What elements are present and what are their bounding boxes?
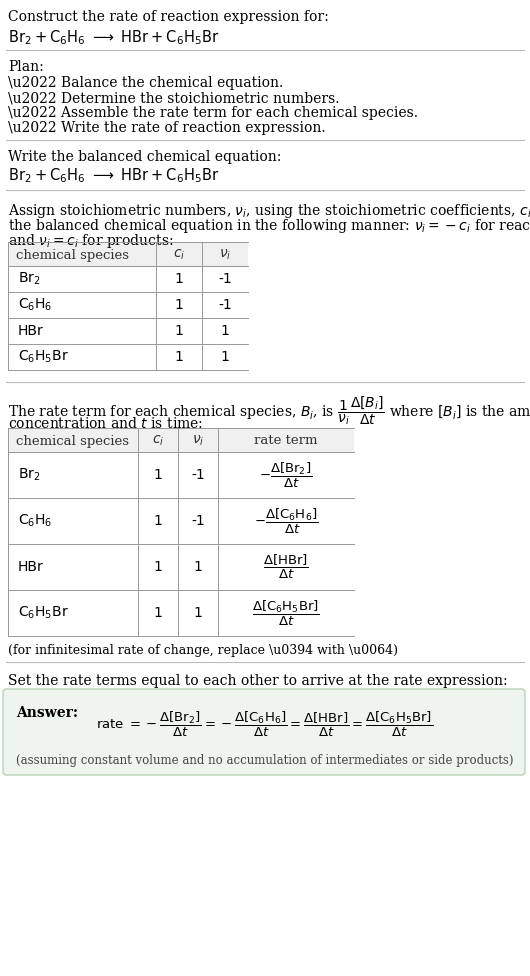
Text: rate $= -\dfrac{\Delta[\mathrm{Br_2}]}{\Delta t} = -\dfrac{\Delta[\mathrm{C_6H_6: rate $= -\dfrac{\Delta[\mathrm{Br_2}]}{\… [96,710,434,739]
Text: $\mathrm{C_6H_6}$: $\mathrm{C_6H_6}$ [18,297,52,313]
Text: -1: -1 [191,468,205,482]
FancyBboxPatch shape [3,689,525,775]
Text: and $\nu_i = c_i$ for products:: and $\nu_i = c_i$ for products: [8,232,173,250]
Text: 1: 1 [220,350,229,364]
Text: 1: 1 [154,560,162,574]
Text: $c_i$: $c_i$ [173,248,185,263]
Text: $\nu_i$: $\nu_i$ [192,433,204,448]
Text: \u2022 Determine the stoichiometric numbers.: \u2022 Determine the stoichiometric numb… [8,91,340,105]
Text: $-\dfrac{\Delta[\mathrm{Br_2}]}{\Delta t}$: $-\dfrac{\Delta[\mathrm{Br_2}]}{\Delta t… [259,461,313,490]
Text: \u2022 Assemble the rate term for each chemical species.: \u2022 Assemble the rate term for each c… [8,106,418,120]
Text: $\dfrac{\Delta[\mathrm{C_6H_5Br}]}{\Delta t}$: $\dfrac{\Delta[\mathrm{C_6H_5Br}]}{\Delt… [252,598,320,628]
Text: $\nu_i$: $\nu_i$ [219,248,231,263]
Text: chemical species: chemical species [16,434,129,448]
Text: HBr: HBr [18,560,44,574]
Text: rate term: rate term [254,434,318,448]
Text: 1: 1 [193,560,202,574]
Text: concentration and $t$ is time:: concentration and $t$ is time: [8,416,203,431]
Text: 1: 1 [174,298,183,312]
Text: Assign stoichiometric numbers, $\nu_i$, using the stoichiometric coefficients, $: Assign stoichiometric numbers, $\nu_i$, … [8,202,530,220]
Text: -1: -1 [218,272,232,286]
Text: 1: 1 [174,350,183,364]
Text: 1: 1 [174,272,183,286]
Text: $\mathrm{C_6H_5Br}$: $\mathrm{C_6H_5Br}$ [18,605,69,621]
Text: The rate term for each chemical species, $B_i$, is $\dfrac{1}{\nu_i}\dfrac{\Delt: The rate term for each chemical species,… [8,394,530,427]
Text: $-\dfrac{\Delta[\mathrm{C_6H_6}]}{\Delta t}$: $-\dfrac{\Delta[\mathrm{C_6H_6}]}{\Delta… [254,507,318,536]
Text: 1: 1 [193,606,202,620]
Text: chemical species: chemical species [16,249,129,262]
Text: $\mathrm{C_6H_5Br}$: $\mathrm{C_6H_5Br}$ [18,348,69,365]
Text: (for infinitesimal rate of change, replace \u0394 with \u0064): (for infinitesimal rate of change, repla… [8,644,398,657]
Text: Set the rate terms equal to each other to arrive at the rate expression:: Set the rate terms equal to each other t… [8,674,508,688]
Text: Construct the rate of reaction expression for:: Construct the rate of reaction expressio… [8,10,329,24]
Text: $\mathrm{C_6H_6}$: $\mathrm{C_6H_6}$ [18,512,52,529]
Text: 1: 1 [220,324,229,338]
Text: 1: 1 [174,324,183,338]
Bar [8,242,248,266]
Text: $\mathrm{Br_2}$: $\mathrm{Br_2}$ [18,467,41,483]
Text: $\dfrac{\Delta[\mathrm{HBr}]}{\Delta t}$: $\dfrac{\Delta[\mathrm{HBr}]}{\Delta t}$ [263,553,309,581]
Text: (assuming constant volume and no accumulation of intermediates or side products): (assuming constant volume and no accumul… [16,754,514,767]
Text: the balanced chemical equation in the following manner: $\nu_i = -c_i$ for react: the balanced chemical equation in the fo… [8,217,530,235]
Text: $\mathrm{Br_2 + C_6H_6 \ \longrightarrow \ HBr + C_6H_5Br}$: $\mathrm{Br_2 + C_6H_6 \ \longrightarrow… [8,166,219,184]
Text: 1: 1 [154,468,162,482]
Text: 1: 1 [154,606,162,620]
Bar [8,428,354,452]
Text: \u2022 Balance the chemical equation.: \u2022 Balance the chemical equation. [8,76,283,90]
Text: -1: -1 [218,298,232,312]
Text: -1: -1 [191,514,205,528]
Text: $\mathrm{Br_2 + C_6H_6 \ \longrightarrow \ HBr + C_6H_5Br}$: $\mathrm{Br_2 + C_6H_6 \ \longrightarrow… [8,28,219,47]
Text: Write the balanced chemical equation:: Write the balanced chemical equation: [8,150,281,164]
Text: $c_i$: $c_i$ [152,433,164,448]
Text: $\mathrm{Br_2}$: $\mathrm{Br_2}$ [18,270,41,287]
Text: \u2022 Write the rate of reaction expression.: \u2022 Write the rate of reaction expres… [8,121,325,135]
Text: Answer:: Answer: [16,706,78,720]
Text: HBr: HBr [18,324,44,338]
Text: 1: 1 [154,514,162,528]
Text: Plan:: Plan: [8,60,44,74]
